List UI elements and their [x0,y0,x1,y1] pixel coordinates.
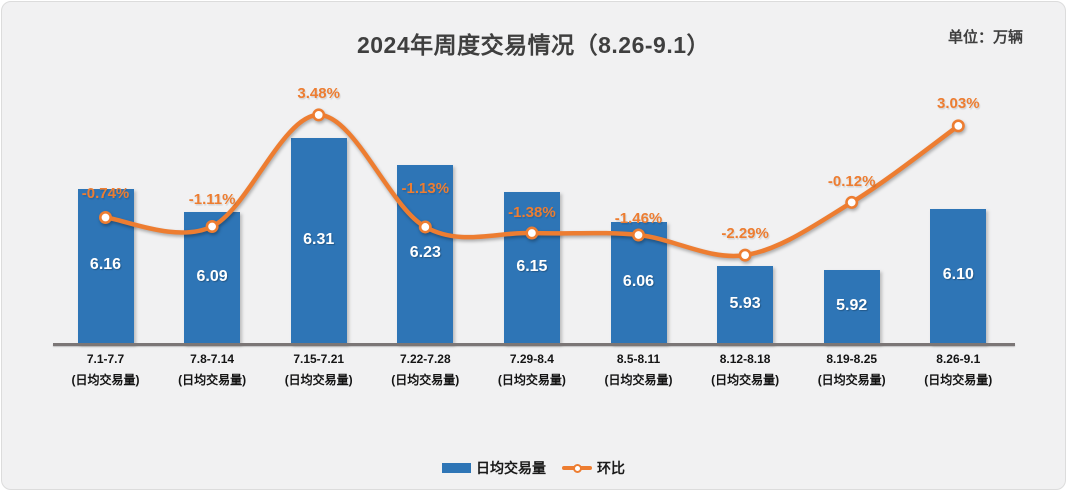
x-axis-label-sublabel: (日均交易量) [284,373,353,387]
x-axis-label-range: 7.22-7.28 [399,352,451,366]
bar-value-label: 6.06 [622,273,655,291]
bar-value-label: 6.31 [303,230,335,248]
data-point-marker-icon [738,248,752,262]
x-axis-label-range: 8.19-8.25 [826,352,878,366]
circle-marker-icon [572,463,582,473]
x-axis-label-range: 7.15-7.21 [293,352,345,366]
x-axis-label: 8.12-8.18 (日均交易量) [690,349,800,391]
x-axis-label: 7.22-7.28 (日均交易量) [370,349,480,391]
bar [717,266,774,344]
bar-value-label: 6.16 [89,256,122,274]
line-value-label: -2.29% [721,225,769,243]
x-axis-label-range: 8.5-8.11 [616,352,661,366]
bar [823,269,880,344]
x-axis-label: 8.26-9.1 (日均交易量) [903,349,1013,391]
x-axis-label-range: 8.12-8.18 [719,352,771,366]
x-axis-label-range: 8.26-9.1 [936,352,981,366]
x-axis-label-sublabel: (日均交易量) [497,373,566,387]
bar-value-label: 6.15 [516,257,548,275]
line-value-label: -1.11% [188,191,236,209]
x-axis-label-sublabel: (日均交易量) [604,373,673,387]
x-axis-label: 7.8-7.14 (日均交易量) [157,349,267,391]
x-axis-label-range: 7.8-7.14 [190,352,235,366]
legend-item-line-series: 环比 [562,458,625,478]
line-value-label: -1.13% [401,179,450,197]
line-value-label: 3.03% [937,94,980,112]
line-value-label: -1.46% [614,209,663,227]
x-axis-label-sublabel: (日均交易量) [178,373,247,387]
data-point-marker-icon [312,108,326,122]
legend-bar-label: 日均交易量 [476,460,546,476]
line-value-label: -1.38% [508,204,556,222]
data-point-marker-icon [951,119,965,133]
line-value-label: -0.74% [81,185,130,203]
x-axis-label-range: 7.1-7.7 [86,352,125,366]
bar-value-label: 6.10 [942,266,974,284]
line-marker-swatch-icon [562,463,592,474]
line-value-label: -0.12% [827,173,876,191]
bar-swatch-icon [442,463,471,473]
x-axis-label: 7.15-7.21 (日均交易量) [264,349,374,391]
bar-value-label: 6.23 [409,244,441,262]
x-axis-label-sublabel: (日均交易量) [924,373,993,387]
x-axis-label: 8.5-8.11 (日均交易量) [584,349,694,391]
unit-label: 单位：万辆 [947,29,1023,46]
x-axis-label: 8.19-8.25 (日均交易量) [797,349,907,391]
chart-title: 2024年周度交易情况（8.26-9.1） [356,32,711,58]
bar-value-label: 5.93 [729,295,761,313]
bar-value-label: 5.92 [836,296,868,314]
x-axis-label-sublabel: (日均交易量) [71,373,140,387]
x-axis-label-sublabel: (日均交易量) [711,373,780,387]
legend-line-label: 环比 [597,460,625,476]
legend: 日均交易量 环比 [2,458,1065,478]
legend-item-bar-series: 日均交易量 [442,458,546,478]
x-axis-label-sublabel: (日均交易量) [391,373,460,387]
x-axis-label: 7.29-8.4 (日均交易量) [477,349,587,391]
x-axis-line [53,343,1015,346]
x-axis-label: 7.1-7.7 (日均交易量) [51,349,161,391]
bar-value-label: 6.09 [196,268,228,286]
data-point-marker-icon [845,195,859,209]
x-axis-label-range: 7.29-8.4 [509,352,554,366]
x-axis-label-sublabel: (日均交易量) [817,373,886,387]
line-value-label: 3.48% [297,84,340,102]
